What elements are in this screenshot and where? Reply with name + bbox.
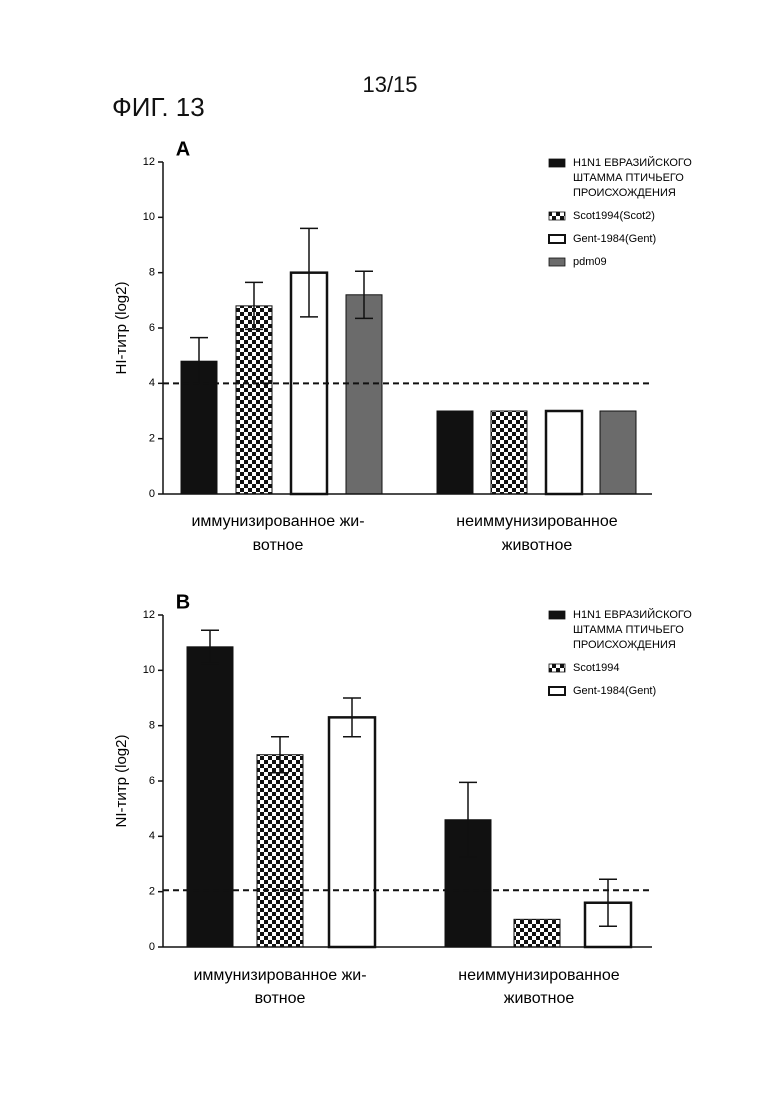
chart-2-y-tick-label: 0 [149,941,155,953]
chart-2-legend-label: ШТАММА ПТИЧЬЕГО [573,624,684,636]
chart-1-y-tick-label: 12 [143,156,155,168]
chart-2-legend-label: Gent-1984(Gent) [573,685,656,697]
chart-1-y-tick-label: 6 [149,322,155,334]
chart-1-legend-label: Scot1994(Scot2) [573,210,655,222]
chart-2-legend-label: Scot1994 [573,662,619,674]
chart-1-category-label: неиммунизированное [456,513,617,530]
chart-2-y-tick-label: 4 [149,830,155,842]
chart-1-legend-label: ШТАММА ПТИЧЬЕГО [573,172,684,184]
chart-1-bar [546,411,582,494]
chart-2-category-label: вотное [255,990,306,1007]
chart-1-y-tick-label: 0 [149,488,155,500]
chart-2-category-label: животное [504,990,575,1007]
chart-1-legend-swatch [549,235,565,243]
chart-1-y-tick-label: 4 [149,377,155,389]
chart-2-legend-swatch [549,664,565,672]
chart-2-bar [514,919,560,947]
chart-1-panel-label: A [176,138,190,160]
chart-2-legend-swatch [549,687,565,695]
chart-2-bar [257,755,303,947]
chart-2-y-tick-label: 12 [143,609,155,621]
chart-1-bar [600,411,636,494]
chart-2-legend-swatch [549,611,565,619]
chart-1-y-tick-label: 8 [149,267,155,279]
chart-1-legend-label: ПРОИСХОЖДЕНИЯ [573,187,676,199]
chart-1-legend-swatch [549,159,565,167]
chart-2-legend-label: ПРОИСХОЖДЕНИЯ [573,639,676,651]
chart-2-y-tick-label: 8 [149,720,155,732]
chart-1-bar [236,306,272,494]
chart-1-legend-swatch [549,212,565,220]
chart-2-legend-label: H1N1 ЕВРАЗИЙСКОГО [573,608,692,621]
chart-1-y-axis-label: HI-титр (log2) [113,282,130,375]
chart-1-legend-label: H1N1 ЕВРАЗИЙСКОГО [573,156,692,169]
chart-1-y-tick-label: 10 [143,211,155,223]
chart-1-bar [491,411,527,494]
chart-2-bar [187,647,233,947]
chart-1-category-label: иммунизированное жи- [191,513,364,530]
chart-1-legend-swatch [549,258,565,266]
chart-2-bar [329,717,375,947]
chart-2-y-axis-label: NI-титр (log2) [113,735,130,828]
chart-2-category-label: иммунизированное жи- [193,967,366,984]
chart-1-y-tick-label: 2 [149,433,155,445]
chart-2-y-tick-label: 10 [143,664,155,676]
chart-1-bar [437,411,473,494]
chart-2-category-label: неиммунизированное [458,967,619,984]
chart-1-legend-label: pdm09 [573,256,607,268]
chart-1-category-label: животное [502,537,573,554]
chart-1-bar [346,295,382,494]
chart-1-legend-label: Gent-1984(Gent) [573,233,656,245]
chart-2-y-tick-label: 2 [149,886,155,898]
chart-2-y-tick-label: 6 [149,775,155,787]
chart-1-category-label: вотное [253,537,304,554]
chart-2-panel-label: B [176,591,190,613]
